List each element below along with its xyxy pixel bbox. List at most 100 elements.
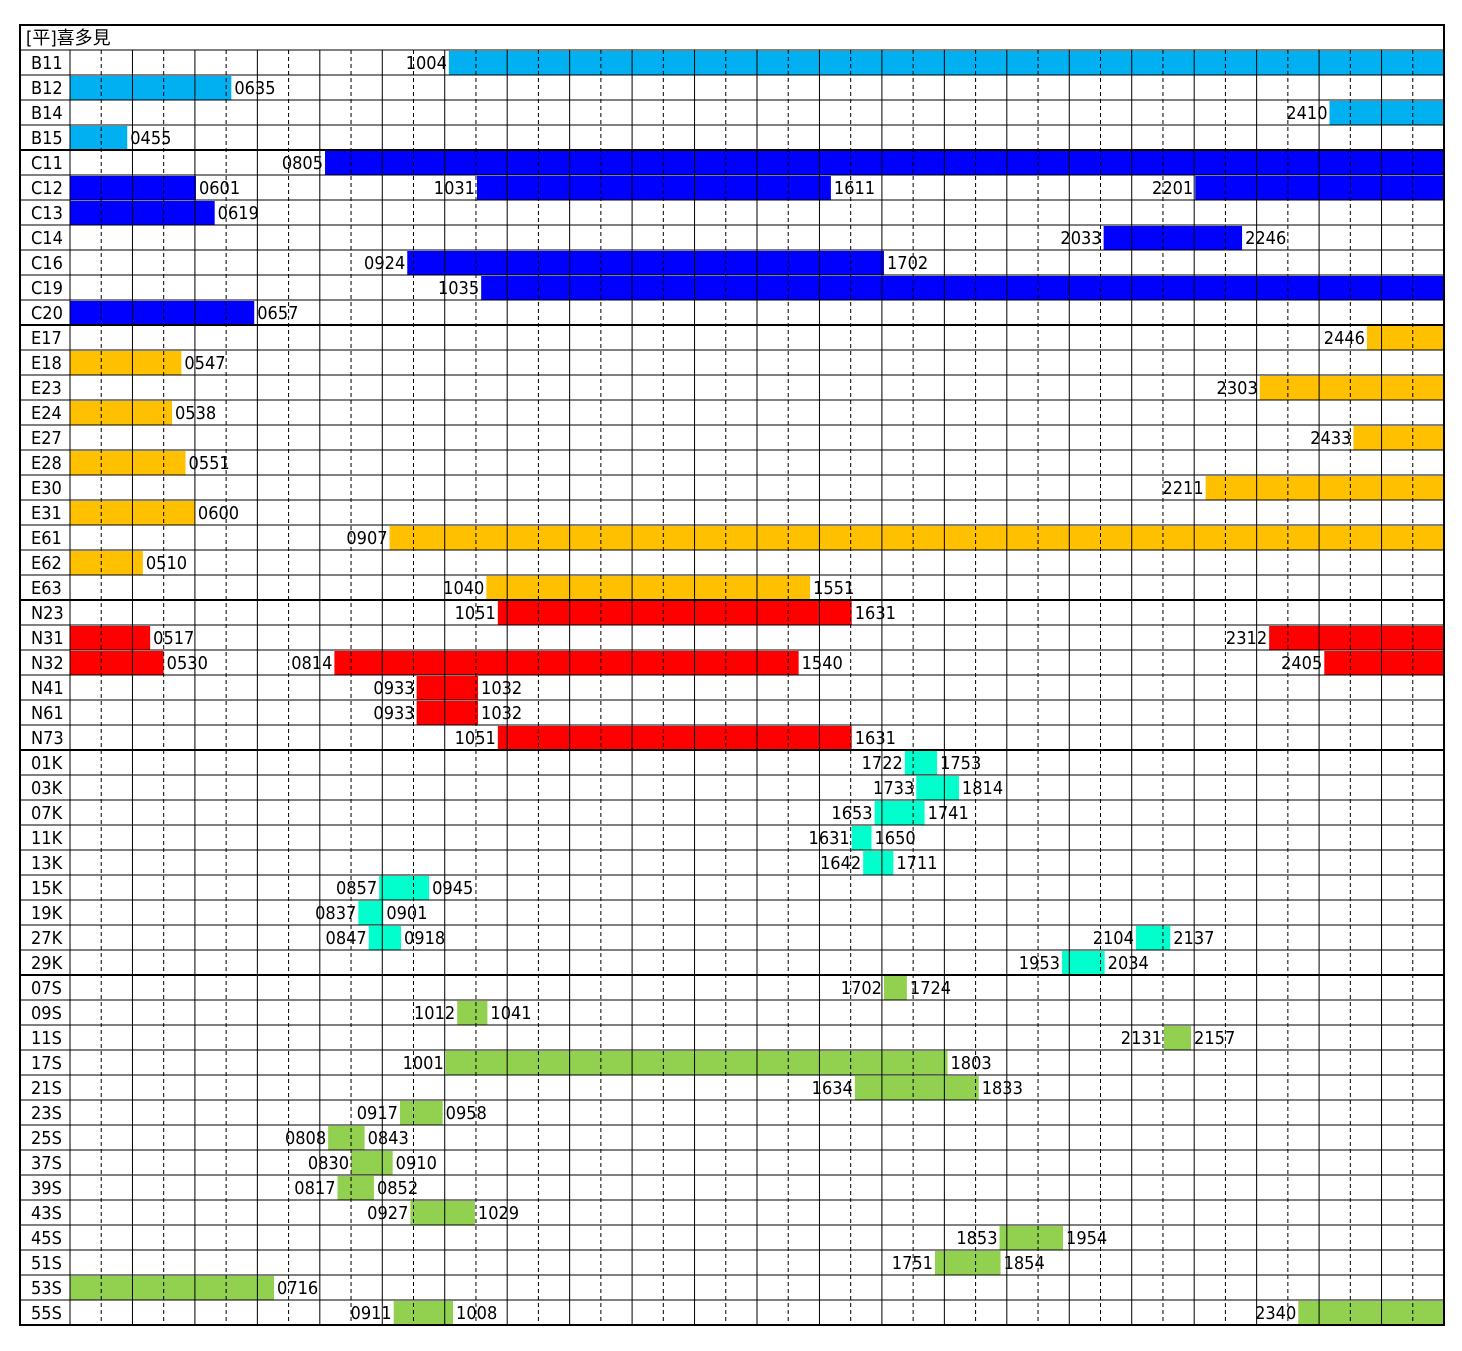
bar-N32-1 — [334, 651, 799, 675]
start-label-bg-17S-0 — [404, 1052, 445, 1074]
bar-C14-0 — [1103, 226, 1243, 250]
start-label-bg-03K-0 — [875, 777, 916, 799]
bar-C11-0 — [325, 151, 1445, 175]
bar-13K-0 — [863, 851, 894, 875]
row-label-B12: B12 — [31, 78, 63, 99]
start-label-N23-0: 1051 — [455, 603, 496, 624]
end-label-N41-0: 1032 — [481, 678, 522, 699]
start-label-bg-23S-0 — [359, 1102, 399, 1124]
bar-B15-0 — [70, 126, 128, 150]
labels-layer: 1004 B11 0635 B12 2410 B14 0455 B15 0805 C11 0601 1… — [31, 53, 1365, 1324]
bar-27K-1 — [1135, 926, 1171, 950]
start-label-bg-13K-0 — [822, 852, 863, 874]
bar-N61-0 — [416, 701, 479, 725]
start-label-bg-C14-0 — [1062, 227, 1103, 249]
start-label-bg-15K-0 — [338, 877, 379, 899]
row-label-43S: 43S — [31, 1203, 62, 1224]
row-label-C16: C16 — [31, 253, 63, 274]
start-label-bg-E27-0 — [1312, 427, 1353, 449]
end-label-25S-0: 0843 — [368, 1128, 409, 1149]
start-label-bg-43S-0 — [369, 1202, 410, 1224]
start-label-C19-0: 1035 — [438, 278, 479, 299]
bar-N73-0 — [497, 726, 852, 750]
end-label-23S-0: 0958 — [446, 1103, 487, 1124]
start-label-E63-0: 1040 — [443, 578, 484, 599]
start-label-bg-N41-0 — [375, 677, 416, 699]
start-label-B11-0: 1004 — [406, 53, 447, 74]
start-label-21S-0: 1634 — [812, 1078, 853, 1099]
row-label-E27: E27 — [31, 428, 62, 449]
end-label-27K-1: 2137 — [1173, 928, 1214, 949]
bars-layer — [70, 51, 1445, 1325]
start-label-bg-E17-0 — [1326, 327, 1366, 349]
row-label-51S: 51S — [31, 1253, 62, 1274]
start-label-N61-0: 0933 — [373, 703, 414, 724]
bar-E61-0 — [389, 526, 1444, 550]
bar-15K-0 — [379, 876, 430, 900]
end-label-53S-0: 0716 — [277, 1278, 318, 1299]
bar-C12-0 — [70, 176, 196, 200]
row-label-53S: 53S — [31, 1278, 62, 1299]
start-label-45S-0: 1853 — [956, 1228, 997, 1249]
start-label-bg-C11-0 — [284, 152, 325, 174]
start-label-bg-C16-0 — [366, 252, 407, 274]
bar-17S-0 — [445, 1051, 948, 1075]
bar-55S-0 — [393, 1301, 454, 1325]
bar-E28-0 — [70, 451, 186, 475]
bar-43S-0 — [410, 1201, 475, 1225]
end-label-N31-0: 0517 — [153, 628, 194, 649]
bar-E30-0 — [1205, 476, 1444, 500]
start-label-29K-0: 1953 — [1019, 953, 1060, 974]
end-label-C14-0: 2246 — [1245, 228, 1286, 249]
row-label-B15: B15 — [31, 128, 63, 149]
bar-N32-2 — [1324, 651, 1444, 675]
row-label-C11: C11 — [31, 153, 63, 174]
bar-B12-0 — [70, 76, 232, 100]
end-label-N23-0: 1631 — [855, 603, 896, 624]
bar-N41-0 — [416, 676, 479, 700]
start-label-07S-0: 1702 — [841, 978, 882, 999]
bar-E23-0 — [1259, 376, 1444, 400]
start-label-E27-0: 2433 — [1310, 428, 1351, 449]
row-label-N31: N31 — [31, 628, 64, 649]
row-label-25S: 25S — [31, 1128, 62, 1149]
start-label-E30-0: 2211 — [1162, 478, 1203, 499]
row-label-21S: 21S — [31, 1078, 62, 1099]
end-label-07S-0: 1724 — [910, 978, 951, 999]
start-label-bg-N32-2 — [1283, 652, 1324, 674]
end-label-03K-0: 1814 — [962, 778, 1003, 799]
start-label-B14-0: 2410 — [1286, 103, 1327, 124]
end-label-N32-0: 0530 — [167, 653, 208, 674]
start-label-bg-07S-0 — [843, 977, 883, 999]
bar-53S-0 — [70, 1276, 275, 1300]
start-label-bg-01K-0 — [864, 752, 904, 774]
start-label-bg-N32-1 — [293, 652, 334, 674]
bar-N31-0 — [70, 626, 151, 650]
row-label-23S: 23S — [31, 1103, 62, 1124]
row-label-01K: 01K — [31, 753, 63, 774]
row-label-39S: 39S — [31, 1178, 62, 1199]
end-label-39S-0: 0852 — [377, 1178, 418, 1199]
row-label-55S: 55S — [31, 1303, 62, 1324]
start-label-N73-0: 1051 — [455, 728, 496, 749]
bar-37S-0 — [351, 1151, 393, 1175]
start-label-bg-27K-1 — [1095, 927, 1135, 949]
start-label-01K-0: 1722 — [862, 753, 903, 774]
row-label-E31: E31 — [31, 503, 62, 524]
start-label-19K-0: 0837 — [315, 903, 356, 924]
row-label-C20: C20 — [31, 303, 63, 324]
row-label-19K: 19K — [31, 903, 63, 924]
end-label-15K-0: 0945 — [432, 878, 473, 899]
row-label-E18: E18 — [31, 353, 62, 374]
row-label-N61: N61 — [31, 703, 64, 724]
start-label-bg-09S-0 — [416, 1002, 457, 1024]
start-label-E23-0: 2303 — [1217, 378, 1258, 399]
end-label-E63-0: 1551 — [813, 578, 854, 599]
row-label-13K: 13K — [31, 853, 63, 874]
row-label-B14: B14 — [31, 103, 63, 124]
row-label-E17: E17 — [31, 328, 62, 349]
end-label-C20-0: 0657 — [257, 303, 298, 324]
row-label-15K: 15K — [31, 878, 63, 899]
bar-N23-0 — [497, 601, 852, 625]
row-label-07K: 07K — [31, 803, 63, 824]
